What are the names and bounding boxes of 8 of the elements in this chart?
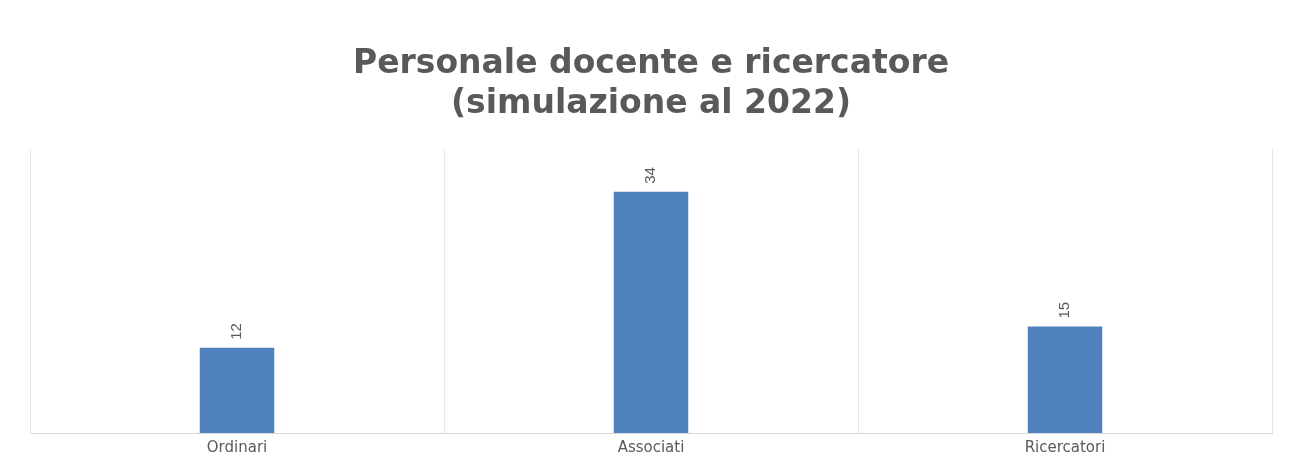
data-label: 12 [227,323,245,340]
data-label: 15 [1055,301,1073,319]
x-tick-label: Ricercatori [1024,437,1106,456]
text: Personale docente e ricercatore [352,42,950,82]
x-tick-label: Ordinari [206,437,268,456]
data-label: 34 [641,167,659,184]
text: (simulazione al 2022) [450,81,852,121]
x-tick-label: Associati [617,437,685,456]
